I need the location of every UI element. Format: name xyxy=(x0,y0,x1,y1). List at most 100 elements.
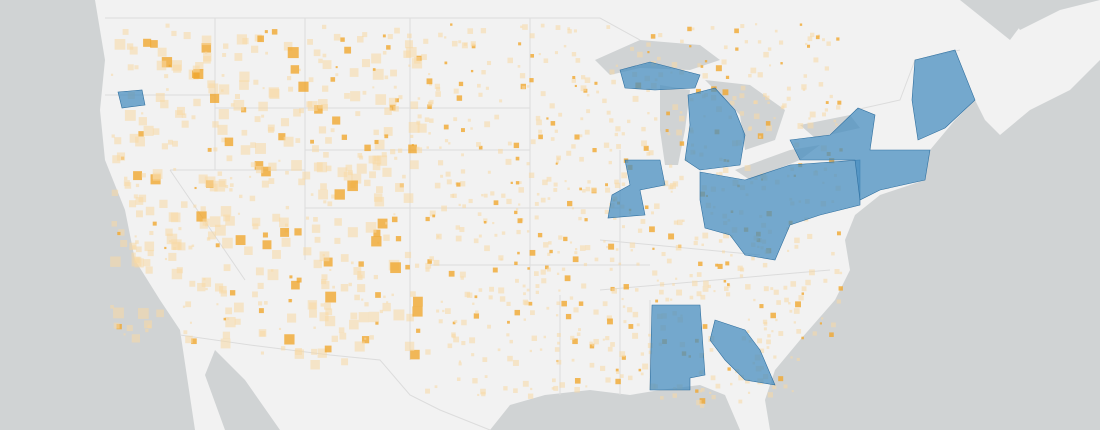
density-point xyxy=(224,184,229,189)
density-point xyxy=(796,328,802,334)
density-point xyxy=(771,330,774,333)
density-point xyxy=(262,240,272,250)
density-point xyxy=(441,205,447,212)
density-point xyxy=(476,142,481,147)
density-point xyxy=(313,216,318,222)
density-point xyxy=(694,236,699,241)
density-point xyxy=(578,328,581,332)
density-point xyxy=(769,64,772,67)
density-point xyxy=(819,322,822,325)
region-oregon-patch[interactable] xyxy=(117,89,146,109)
density-point xyxy=(648,150,654,156)
density-point xyxy=(652,247,655,250)
density-point xyxy=(448,142,451,145)
density-point xyxy=(647,51,650,54)
density-point xyxy=(237,212,241,215)
density-point xyxy=(427,259,432,264)
density-point xyxy=(529,349,533,353)
density-point xyxy=(808,117,811,120)
density-point xyxy=(290,65,300,74)
region-illinois-indiana-patches[interactable] xyxy=(607,159,666,219)
density-point xyxy=(303,247,312,256)
density-point xyxy=(368,311,380,323)
density-point xyxy=(586,109,591,114)
density-point xyxy=(280,118,290,127)
density-point xyxy=(530,139,536,145)
density-point xyxy=(758,135,762,138)
density-point xyxy=(408,144,417,154)
density-point xyxy=(839,271,843,275)
density-point xyxy=(325,165,332,172)
density-point xyxy=(574,84,577,88)
density-point xyxy=(572,75,576,79)
density-point xyxy=(609,118,614,123)
density-point xyxy=(483,193,488,198)
density-point xyxy=(341,134,348,140)
density-point xyxy=(428,73,431,76)
density-point xyxy=(795,301,801,308)
density-point xyxy=(450,23,453,26)
density-point xyxy=(410,291,416,297)
density-point xyxy=(423,38,429,44)
density-point xyxy=(122,28,129,35)
region-ohio-pennsylvania[interactable] xyxy=(699,159,861,261)
density-point xyxy=(425,388,431,394)
density-point xyxy=(700,388,705,392)
density-point xyxy=(280,227,290,237)
density-point xyxy=(567,27,571,30)
region-michigan-lower[interactable] xyxy=(684,87,746,171)
density-point xyxy=(606,110,611,115)
region-new-york-new-england[interactable] xyxy=(789,107,931,201)
density-point xyxy=(518,181,522,185)
density-point xyxy=(371,53,382,64)
density-point xyxy=(322,24,327,30)
region-georgia-patches[interactable] xyxy=(709,319,776,386)
region-maine[interactable] xyxy=(911,49,976,141)
density-point xyxy=(334,237,341,244)
density-point xyxy=(470,69,474,73)
density-point xyxy=(831,251,835,256)
density-point xyxy=(672,393,677,398)
density-point xyxy=(117,231,121,236)
density-point xyxy=(765,121,771,126)
density-point xyxy=(131,252,136,257)
density-point xyxy=(567,29,572,34)
density-point xyxy=(613,216,617,220)
region-michigan-upper[interactable] xyxy=(619,61,701,91)
density-point xyxy=(214,180,226,192)
density-point xyxy=(281,237,291,247)
density-point xyxy=(388,97,397,106)
density-point xyxy=(123,180,130,187)
density-point xyxy=(278,159,281,162)
density-point xyxy=(214,283,224,292)
density-point xyxy=(550,137,555,141)
density-point xyxy=(801,292,805,295)
density-point xyxy=(696,272,702,277)
density-point xyxy=(543,242,549,248)
density-point xyxy=(201,35,212,46)
density-point xyxy=(124,109,136,121)
density-point xyxy=(462,204,467,209)
density-point xyxy=(189,321,192,324)
density-point xyxy=(614,179,619,185)
density-point xyxy=(481,193,484,197)
density-point xyxy=(209,183,218,192)
density-point xyxy=(506,333,510,337)
density-point xyxy=(285,223,288,227)
density-point xyxy=(332,116,341,125)
region-alabama[interactable] xyxy=(649,304,706,391)
density-point xyxy=(229,290,236,296)
density-point xyxy=(205,287,208,291)
density-point xyxy=(307,101,318,111)
density-point xyxy=(386,45,391,50)
density-point xyxy=(450,193,455,198)
density-point xyxy=(555,160,560,164)
density-point xyxy=(298,81,309,92)
density-point xyxy=(507,320,510,324)
density-point xyxy=(526,230,530,233)
density-point xyxy=(770,312,776,319)
density-point xyxy=(715,263,719,267)
density-point xyxy=(583,262,588,267)
density-point xyxy=(497,348,501,352)
